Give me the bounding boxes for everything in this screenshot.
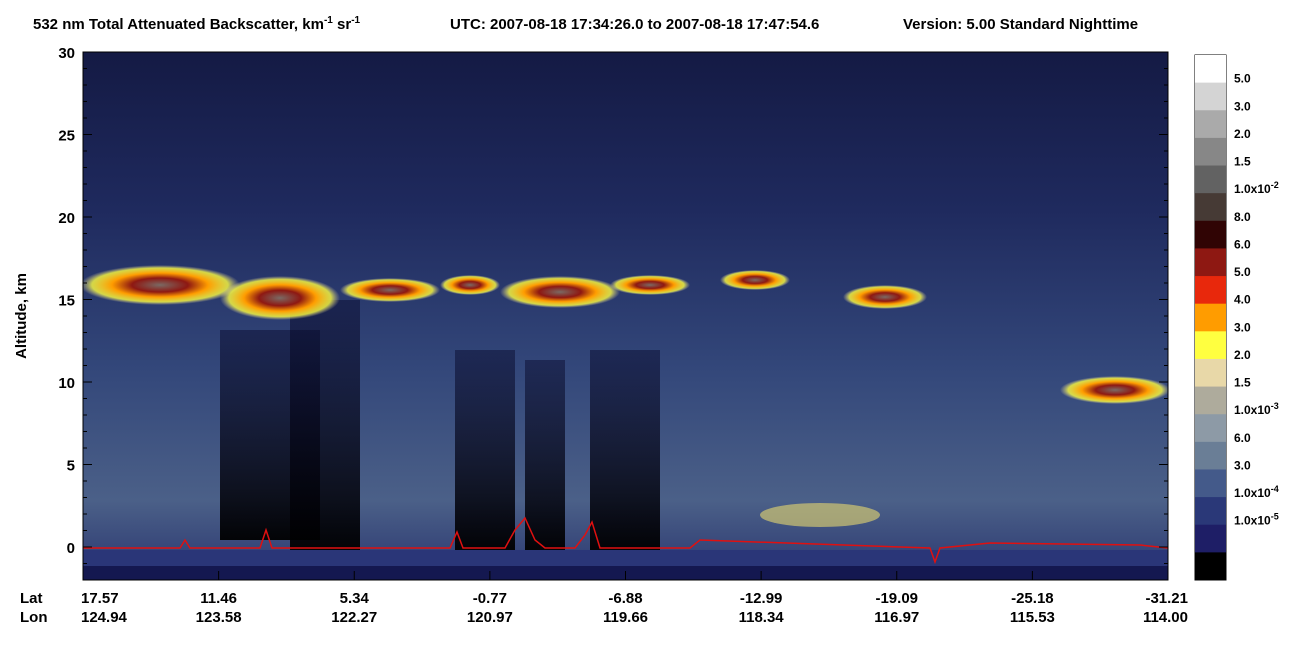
colorbar-label: 1.0x10-4 <box>1234 484 1279 500</box>
lat-tick-label: -12.99 <box>740 590 783 607</box>
colorbar-swatch <box>1195 358 1226 388</box>
colorbar-label: 1.5 <box>1234 376 1251 390</box>
colorbar-label-exp: -3 <box>1271 401 1279 411</box>
colorbar-swatch <box>1195 165 1226 194</box>
colorbar-label-text: 1.0x10 <box>1234 486 1271 500</box>
colorbar-swatch <box>1195 303 1226 332</box>
colorbar-label-exp: -5 <box>1271 512 1279 522</box>
lat-tick-label: 5.34 <box>340 590 370 607</box>
y-tick-label: 25 <box>58 128 75 145</box>
lon-tick-label: 119.66 <box>603 609 648 626</box>
version: Version: 5.00 Standard Nighttime <box>903 16 1138 33</box>
colorbar-label-text: 5.0 <box>1234 72 1251 86</box>
y-tick-label: 20 <box>58 210 75 227</box>
lon-tick-label: 124.94 <box>81 609 128 626</box>
colorbar-swatch <box>1195 331 1226 360</box>
lon-tick-label: 120.97 <box>467 609 513 626</box>
colorbar-swatch <box>1195 55 1226 84</box>
lat-tick-label: -25.18 <box>1011 590 1054 607</box>
colorbar-label-text: 1.0x10 <box>1234 403 1271 417</box>
lat-tick-label: -19.09 <box>875 590 918 607</box>
colorbar-label: 3.0 <box>1234 99 1251 113</box>
colorbar-swatch <box>1195 552 1226 581</box>
title: 532 nm Total Attenuated Backscatter, km-… <box>33 15 361 33</box>
lat-tick-label: -0.77 <box>473 590 507 607</box>
colorbar-swatch <box>1195 82 1226 111</box>
colorbar-label-text: 8.0 <box>1234 210 1251 224</box>
lat-tick-label: 11.46 <box>200 590 237 607</box>
lat-tick-label: -31.21 <box>1145 590 1188 607</box>
colorbar-label: 1.0x10-3 <box>1234 401 1279 417</box>
colorbar-label: 1.0x10-2 <box>1234 180 1279 196</box>
colorbar-label-text: 1.0x10 <box>1234 514 1271 528</box>
colorbar-label-text: 5.0 <box>1234 265 1251 279</box>
colorbar-label-text: 3.0 <box>1234 99 1251 113</box>
colorbar-label-text: 6.0 <box>1234 237 1251 251</box>
colorbar-label-text: 2.0 <box>1234 348 1251 362</box>
y-tick-label: 0 <box>67 540 75 557</box>
lat-tick-label: 17.57 <box>81 590 119 607</box>
lat-label: Lat <box>20 590 43 607</box>
lon-tick-label: 114.00 <box>1143 609 1188 626</box>
y-tick-label: 15 <box>58 293 75 310</box>
colorbar-swatch <box>1195 137 1226 167</box>
colorbar-label: 2.0 <box>1234 127 1251 141</box>
lon-tick-label: 122.27 <box>331 609 377 626</box>
colorbar-swatch <box>1195 248 1226 277</box>
colorbar-label: 6.0 <box>1234 431 1251 445</box>
lon-tick-label: 115.53 <box>1010 609 1055 626</box>
colorbar-label-text: 4.0 <box>1234 293 1251 307</box>
y-tick-label: 5 <box>67 458 75 475</box>
colorbar-swatch <box>1195 220 1226 249</box>
colorbar-label: 3.0 <box>1234 458 1251 472</box>
colorbar-swatch <box>1195 110 1226 139</box>
colorbar-label-text: 3.0 <box>1234 458 1251 472</box>
colorbar-label-text: 2.0 <box>1234 127 1251 141</box>
colorbar-swatch <box>1195 414 1226 443</box>
colorbar-label-text: 1.5 <box>1234 376 1251 390</box>
lon-tick-label: 118.34 <box>739 609 785 626</box>
y-tick-label: 30 <box>58 45 75 62</box>
colorbar-label-text: 3.0 <box>1234 320 1251 334</box>
colorbar-label-exp: -4 <box>1271 484 1279 494</box>
colorbar-swatch <box>1195 193 1226 222</box>
colorbar-label: 5.0 <box>1234 265 1251 279</box>
colorbar-label: 1.0x10-5 <box>1234 512 1279 528</box>
lon-label: Lon <box>20 609 48 626</box>
lat-tick-label: -6.88 <box>608 590 642 607</box>
utc: UTC: 2007-08-18 17:34:26.0 to 2007-08-18… <box>450 16 819 33</box>
lon-tick-label: 123.58 <box>196 609 242 626</box>
colorbar-swatch <box>1195 276 1226 305</box>
colorbar-label: 2.0 <box>1234 348 1251 362</box>
colorbar-swatch <box>1195 441 1226 470</box>
backscatter-image <box>80 52 1170 580</box>
y-tick-label: 10 <box>58 375 75 392</box>
colorbar-label: 5.0 <box>1234 72 1251 86</box>
colorbar-label: 6.0 <box>1234 237 1251 251</box>
lon-tick-label: 116.97 <box>874 609 919 626</box>
colorbar-label: 1.5 <box>1234 155 1251 169</box>
y-axis-label: Altitude, km <box>13 273 30 359</box>
colorbar-label-text: 1.0x10 <box>1234 182 1271 196</box>
colorbar-swatch <box>1195 386 1226 415</box>
colorbar-label: 4.0 <box>1234 293 1251 307</box>
colorbar-label-text: 1.5 <box>1234 155 1251 169</box>
colorbar-swatch <box>1195 524 1226 553</box>
colorbar-label: 3.0 <box>1234 320 1251 334</box>
colorbar-swatch <box>1195 497 1226 526</box>
colorbar-label-text: 6.0 <box>1234 431 1251 445</box>
colorbar-label: 8.0 <box>1234 210 1251 224</box>
colorbar-swatch <box>1195 469 1226 498</box>
colorbar-label-exp: -2 <box>1271 180 1279 190</box>
